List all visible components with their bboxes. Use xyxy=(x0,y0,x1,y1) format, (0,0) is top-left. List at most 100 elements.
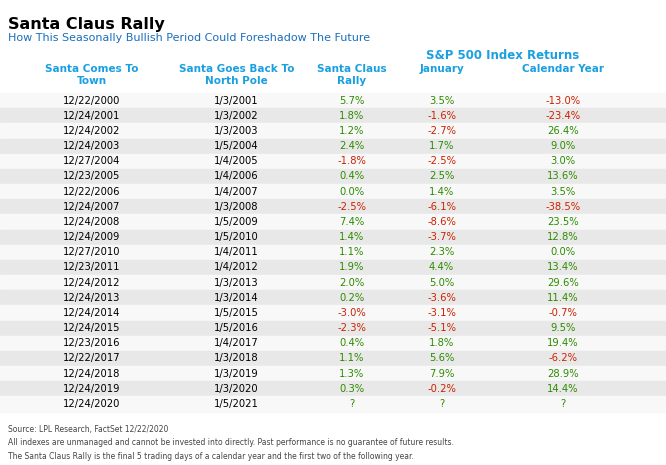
Text: 11.4%: 11.4% xyxy=(547,293,579,303)
Text: -6.1%: -6.1% xyxy=(427,202,456,212)
Text: 1/3/2002: 1/3/2002 xyxy=(214,111,259,121)
Text: 3.5%: 3.5% xyxy=(550,186,575,197)
Text: 0.0%: 0.0% xyxy=(339,186,364,197)
Text: 12/23/2011: 12/23/2011 xyxy=(63,262,121,272)
Text: 7.4%: 7.4% xyxy=(339,217,364,227)
Text: 1.3%: 1.3% xyxy=(339,369,364,379)
Text: 1/3/2008: 1/3/2008 xyxy=(214,202,258,212)
Text: 1.7%: 1.7% xyxy=(429,141,454,151)
Text: -8.6%: -8.6% xyxy=(427,217,456,227)
Text: 13.6%: 13.6% xyxy=(547,172,579,181)
Text: 12/24/2009: 12/24/2009 xyxy=(63,232,121,242)
Text: -0.7%: -0.7% xyxy=(548,308,577,318)
Text: 1/3/2003: 1/3/2003 xyxy=(214,126,258,136)
Text: -5.1%: -5.1% xyxy=(427,323,456,333)
Text: 12/24/2008: 12/24/2008 xyxy=(63,217,121,227)
Text: 23.5%: 23.5% xyxy=(547,217,579,227)
Text: 12/22/2017: 12/22/2017 xyxy=(63,353,121,364)
Text: 1.8%: 1.8% xyxy=(339,111,364,121)
Text: 1/4/2007: 1/4/2007 xyxy=(214,186,259,197)
Text: 7.9%: 7.9% xyxy=(429,369,454,379)
Text: 12/24/2002: 12/24/2002 xyxy=(63,126,121,136)
Text: 1.4%: 1.4% xyxy=(429,186,454,197)
Text: -3.6%: -3.6% xyxy=(427,293,456,303)
Text: 4.4%: 4.4% xyxy=(429,262,454,272)
Text: 29.6%: 29.6% xyxy=(547,278,579,287)
Text: 9.0%: 9.0% xyxy=(550,141,575,151)
Text: 13.4%: 13.4% xyxy=(547,262,579,272)
Text: 1/3/2001: 1/3/2001 xyxy=(214,96,259,106)
Text: 12/22/2006: 12/22/2006 xyxy=(63,186,121,197)
Text: 1/3/2019: 1/3/2019 xyxy=(214,369,259,379)
Text: ?: ? xyxy=(349,399,354,409)
Text: -13.0%: -13.0% xyxy=(545,96,580,106)
Text: 0.0%: 0.0% xyxy=(550,247,575,257)
Text: 14.4%: 14.4% xyxy=(547,384,579,394)
Text: ?: ? xyxy=(560,399,565,409)
Text: 0.3%: 0.3% xyxy=(339,384,364,394)
Text: 12/24/2007: 12/24/2007 xyxy=(63,202,121,212)
Text: 12/24/2020: 12/24/2020 xyxy=(63,399,121,409)
Text: 12/27/2004: 12/27/2004 xyxy=(63,156,121,166)
Text: 2.0%: 2.0% xyxy=(339,278,364,287)
Text: 1/4/2011: 1/4/2011 xyxy=(214,247,259,257)
Text: 19.4%: 19.4% xyxy=(547,338,579,348)
Text: -1.8%: -1.8% xyxy=(337,156,366,166)
Text: 2.3%: 2.3% xyxy=(429,247,454,257)
Text: 1.2%: 1.2% xyxy=(339,126,364,136)
Text: -6.2%: -6.2% xyxy=(548,353,577,364)
Text: -2.7%: -2.7% xyxy=(427,126,456,136)
Text: 1/4/2005: 1/4/2005 xyxy=(214,156,259,166)
Text: 0.4%: 0.4% xyxy=(339,172,364,181)
Text: Source: LPL Research, FactSet 12/22/2020: Source: LPL Research, FactSet 12/22/2020 xyxy=(8,425,168,434)
Text: 1/5/2015: 1/5/2015 xyxy=(214,308,259,318)
Text: 3.0%: 3.0% xyxy=(550,156,575,166)
Text: -38.5%: -38.5% xyxy=(545,202,580,212)
Text: 1.1%: 1.1% xyxy=(339,353,364,364)
Text: 12/24/2013: 12/24/2013 xyxy=(63,293,121,303)
Text: 12/24/2014: 12/24/2014 xyxy=(63,308,121,318)
Text: -0.2%: -0.2% xyxy=(427,384,456,394)
Text: 9.5%: 9.5% xyxy=(550,323,575,333)
Text: 1/5/2016: 1/5/2016 xyxy=(214,323,259,333)
Text: -2.5%: -2.5% xyxy=(427,156,456,166)
Text: 12/23/2016: 12/23/2016 xyxy=(63,338,121,348)
Text: Santa Claus
Rally: Santa Claus Rally xyxy=(317,64,386,86)
Text: 12/22/2000: 12/22/2000 xyxy=(63,96,121,106)
Text: ?: ? xyxy=(439,399,444,409)
Text: 1/3/2013: 1/3/2013 xyxy=(214,278,259,287)
Text: 1.4%: 1.4% xyxy=(339,232,364,242)
Text: -3.0%: -3.0% xyxy=(337,308,366,318)
Text: 12/24/2001: 12/24/2001 xyxy=(63,111,121,121)
Text: 1/3/2018: 1/3/2018 xyxy=(214,353,259,364)
Text: 1/3/2020: 1/3/2020 xyxy=(214,384,259,394)
Text: 1/4/2006: 1/4/2006 xyxy=(214,172,259,181)
Text: 5.7%: 5.7% xyxy=(339,96,364,106)
Text: 2.4%: 2.4% xyxy=(339,141,364,151)
Text: 12/24/2012: 12/24/2012 xyxy=(63,278,121,287)
Text: 12.8%: 12.8% xyxy=(547,232,579,242)
Text: 12/27/2010: 12/27/2010 xyxy=(63,247,121,257)
Text: Santa Comes To
Town: Santa Comes To Town xyxy=(45,64,139,86)
Text: 1/4/2012: 1/4/2012 xyxy=(214,262,259,272)
Text: 1/5/2010: 1/5/2010 xyxy=(214,232,259,242)
Text: -2.3%: -2.3% xyxy=(337,323,366,333)
Text: 1.8%: 1.8% xyxy=(429,338,454,348)
Text: 0.4%: 0.4% xyxy=(339,338,364,348)
Text: 12/24/2019: 12/24/2019 xyxy=(63,384,121,394)
Text: -23.4%: -23.4% xyxy=(545,111,580,121)
Text: Calendar Year: Calendar Year xyxy=(521,64,604,74)
Text: All indexes are unmanaged and cannot be invested into directly. Past performance: All indexes are unmanaged and cannot be … xyxy=(8,438,454,447)
Text: -1.6%: -1.6% xyxy=(427,111,456,121)
Text: January: January xyxy=(419,64,464,74)
Text: 2.5%: 2.5% xyxy=(429,172,454,181)
Text: 28.9%: 28.9% xyxy=(547,369,579,379)
Text: 12/24/2015: 12/24/2015 xyxy=(63,323,121,333)
Text: 1.9%: 1.9% xyxy=(339,262,364,272)
Text: 3.5%: 3.5% xyxy=(429,96,454,106)
Text: 5.0%: 5.0% xyxy=(429,278,454,287)
Text: -3.7%: -3.7% xyxy=(427,232,456,242)
Text: 1/5/2004: 1/5/2004 xyxy=(214,141,259,151)
Text: 1/4/2017: 1/4/2017 xyxy=(214,338,259,348)
Text: 12/24/2018: 12/24/2018 xyxy=(63,369,121,379)
